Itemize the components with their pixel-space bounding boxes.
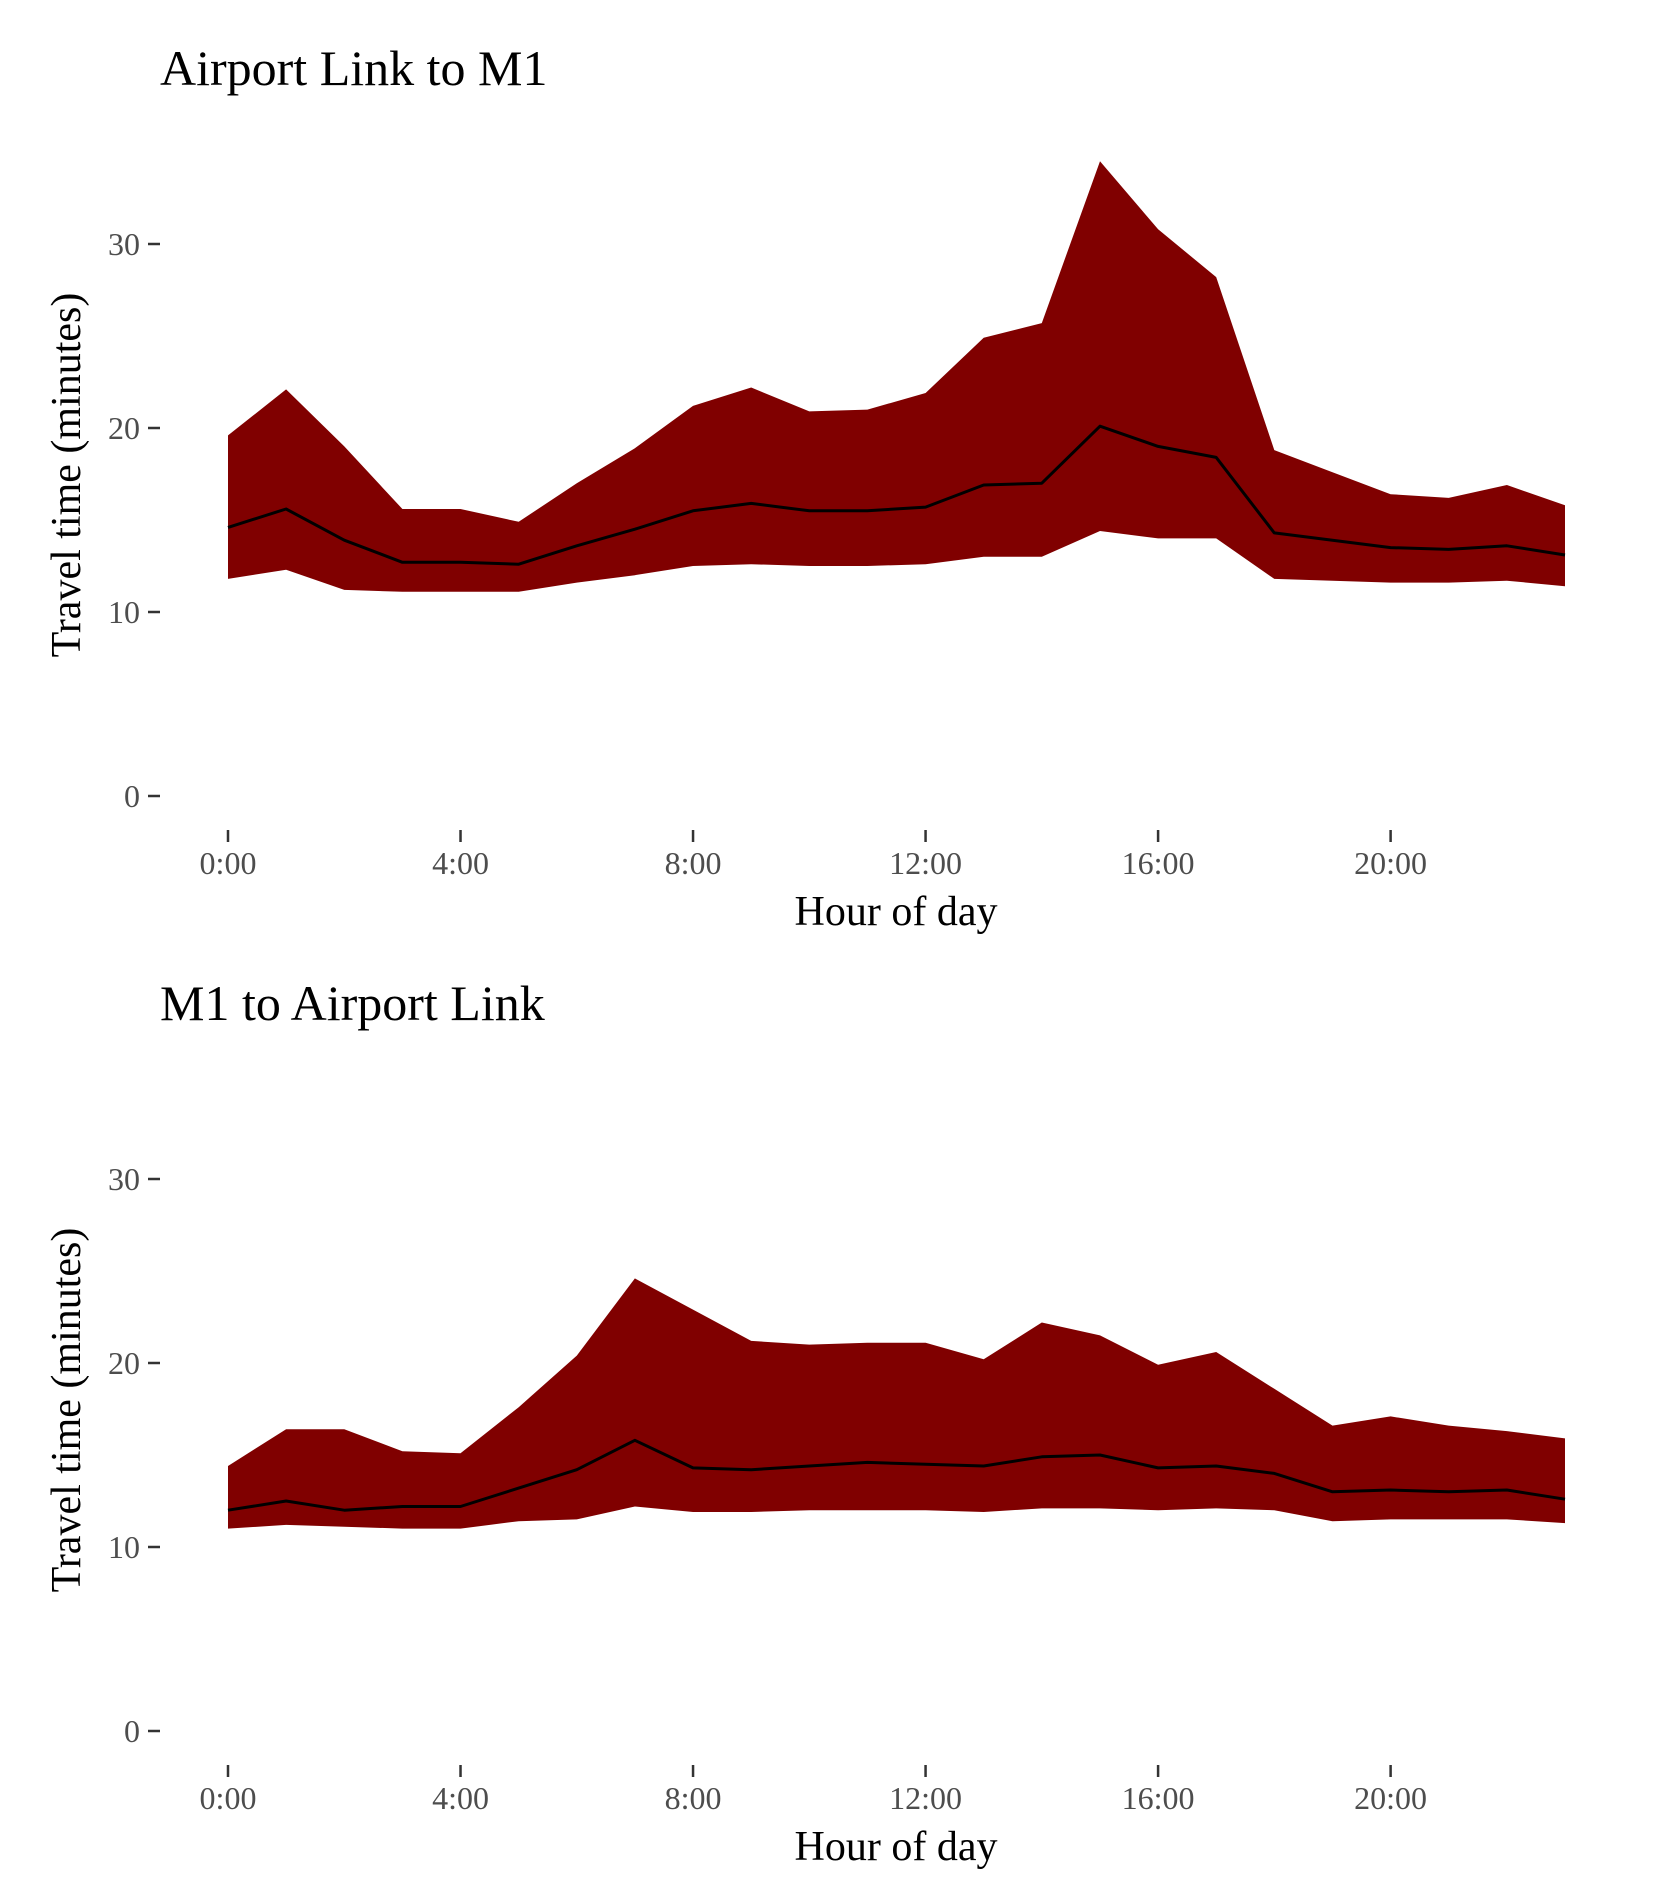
median-line	[227, 1438, 1566, 1512]
x-tick-label: 0:00	[200, 1780, 257, 1816]
y-tick-label: 0	[124, 778, 140, 814]
y-tick-label: 30	[108, 226, 140, 262]
x-axis-title: Hour of day	[795, 889, 998, 935]
x-tick-label: 4:00	[432, 845, 489, 881]
y-tick-label: 10	[108, 1529, 140, 1565]
x-tick-label: 0:00	[200, 845, 257, 881]
x-axis-title: Hour of day	[795, 1824, 998, 1870]
x-tick-label: 4:00	[432, 1780, 489, 1816]
band-area	[228, 161, 1565, 592]
y-axis-title: Travel time (minutes)	[44, 293, 90, 658]
y-tick-label: 0	[124, 1713, 140, 1749]
x-tick-label: 16:00	[1122, 845, 1195, 881]
plot-area	[227, 1278, 1566, 1529]
y-tick-label: 20	[108, 1345, 140, 1381]
y-tick-label: 10	[108, 594, 140, 630]
x-tick-label: 20:00	[1354, 845, 1427, 881]
chart-title: M1 to Airport Link	[160, 975, 545, 1031]
band-area	[228, 1278, 1565, 1529]
median-line	[227, 424, 1566, 566]
y-axis-title: Travel time (minutes)	[44, 1228, 90, 1593]
x-axis: 0:00 4:00 8:00 12:00 16:00 20:00	[200, 1765, 1427, 1816]
x-tick-label: 16:00	[1122, 1780, 1195, 1816]
y-tick-label: 20	[108, 410, 140, 446]
y-tick-label: 30	[108, 1161, 140, 1197]
x-tick-label: 12:00	[889, 845, 962, 881]
x-tick-label: 12:00	[889, 1780, 962, 1816]
x-tick-label: 8:00	[665, 845, 722, 881]
y-axis: 0 10 20 30	[108, 1161, 160, 1749]
chart-panel-m1-to-airport-link: M1 to Airport Link 0 10 20 30 0:00 4:00 8:00 1…	[44, 975, 1566, 1870]
chart-panel-airport-link-to-m1: Airport Link to M1 0 10 20 30 0:00 4:00 8:00 1…	[44, 40, 1566, 935]
chart-title: Airport Link to M1	[160, 40, 547, 96]
x-axis: 0:00 4:00 8:00 12:00 16:00 20:00	[200, 830, 1427, 881]
x-tick-label: 20:00	[1354, 1780, 1427, 1816]
y-axis: 0 10 20 30	[108, 226, 160, 814]
plot-area	[227, 161, 1566, 592]
x-tick-label: 8:00	[665, 1780, 722, 1816]
